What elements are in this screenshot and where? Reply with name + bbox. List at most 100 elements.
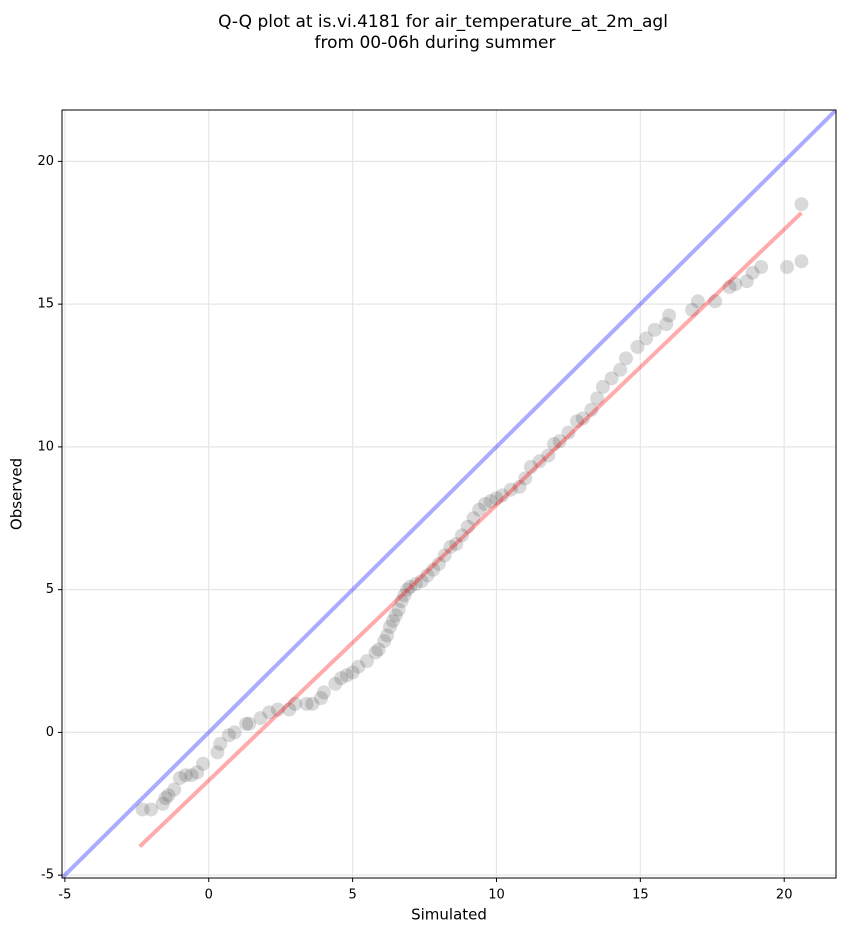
y-tick-label: 10 xyxy=(37,439,54,454)
chart-subtitle: from 00-06h during summer xyxy=(315,33,556,53)
point xyxy=(483,494,498,509)
point xyxy=(339,668,354,683)
point xyxy=(391,602,406,617)
point xyxy=(739,274,754,289)
reference-line xyxy=(62,110,836,878)
point xyxy=(604,371,619,386)
point xyxy=(584,402,599,417)
point xyxy=(659,317,674,332)
point xyxy=(662,308,677,323)
point xyxy=(532,454,547,469)
point xyxy=(135,802,150,817)
point xyxy=(221,728,236,743)
point xyxy=(426,562,441,577)
point xyxy=(561,425,576,440)
point xyxy=(630,339,645,354)
y-axis-label: Observed xyxy=(8,458,26,530)
point xyxy=(178,768,193,783)
point xyxy=(722,280,737,295)
point xyxy=(144,802,159,817)
x-axis-label: Simulated xyxy=(411,906,487,924)
point xyxy=(524,459,539,474)
x-tick-label: -5 xyxy=(58,888,71,903)
y-tick-label: 20 xyxy=(37,154,54,169)
point xyxy=(368,645,383,660)
point xyxy=(690,294,705,309)
point xyxy=(227,725,242,740)
point xyxy=(443,539,458,554)
reference-line xyxy=(138,211,803,849)
point xyxy=(794,254,809,269)
y-tick-label: 5 xyxy=(46,582,54,597)
plot-frame xyxy=(61,109,837,879)
point xyxy=(518,471,533,486)
point xyxy=(590,391,605,406)
point xyxy=(794,197,809,212)
point xyxy=(437,548,452,563)
point xyxy=(394,594,409,609)
point xyxy=(377,634,392,649)
point xyxy=(167,782,182,797)
point xyxy=(595,379,610,394)
point xyxy=(570,414,585,429)
point xyxy=(613,362,628,377)
point xyxy=(305,696,320,711)
point xyxy=(454,528,469,543)
point xyxy=(313,691,328,706)
chart-title: Q-Q plot at is.vi.4181 for air_temperatu… xyxy=(218,12,668,32)
point xyxy=(618,351,633,366)
point xyxy=(299,696,314,711)
point xyxy=(780,260,795,275)
point xyxy=(328,676,343,691)
x-tick-label: 20 xyxy=(776,888,793,903)
point xyxy=(359,654,374,669)
point xyxy=(242,716,257,731)
point xyxy=(184,768,199,783)
point xyxy=(552,434,567,449)
point xyxy=(158,791,173,806)
point xyxy=(503,482,518,497)
point xyxy=(449,536,464,551)
point xyxy=(334,671,349,686)
point xyxy=(575,411,590,426)
point xyxy=(495,488,510,503)
point xyxy=(397,588,412,603)
y-tick-label: -5 xyxy=(41,868,54,883)
point xyxy=(472,502,487,517)
point xyxy=(190,765,205,780)
point xyxy=(408,576,423,591)
point xyxy=(262,705,277,720)
point xyxy=(489,491,504,506)
point xyxy=(400,582,415,597)
y-tick-label: 15 xyxy=(37,297,54,312)
point xyxy=(270,702,285,717)
point xyxy=(351,659,366,674)
point xyxy=(745,265,760,280)
point xyxy=(288,696,303,711)
x-tick-label: 0 xyxy=(205,888,213,903)
point xyxy=(685,302,700,317)
point xyxy=(754,260,769,275)
point xyxy=(161,788,176,803)
point xyxy=(708,294,723,309)
point xyxy=(253,711,268,726)
x-tick-label: 5 xyxy=(348,888,356,903)
point xyxy=(380,628,395,643)
x-tick-label: 10 xyxy=(488,888,505,903)
point xyxy=(403,579,418,594)
point xyxy=(466,511,481,526)
point xyxy=(728,277,743,292)
point xyxy=(460,519,475,534)
y-tick-label: 0 xyxy=(46,725,54,740)
point xyxy=(383,619,398,634)
point xyxy=(477,496,492,511)
point xyxy=(414,574,429,589)
point xyxy=(345,665,360,680)
point xyxy=(547,437,562,452)
point xyxy=(388,608,403,623)
x-tick-label: 15 xyxy=(632,888,649,903)
point xyxy=(316,685,331,700)
point xyxy=(420,568,435,583)
point xyxy=(541,448,556,463)
